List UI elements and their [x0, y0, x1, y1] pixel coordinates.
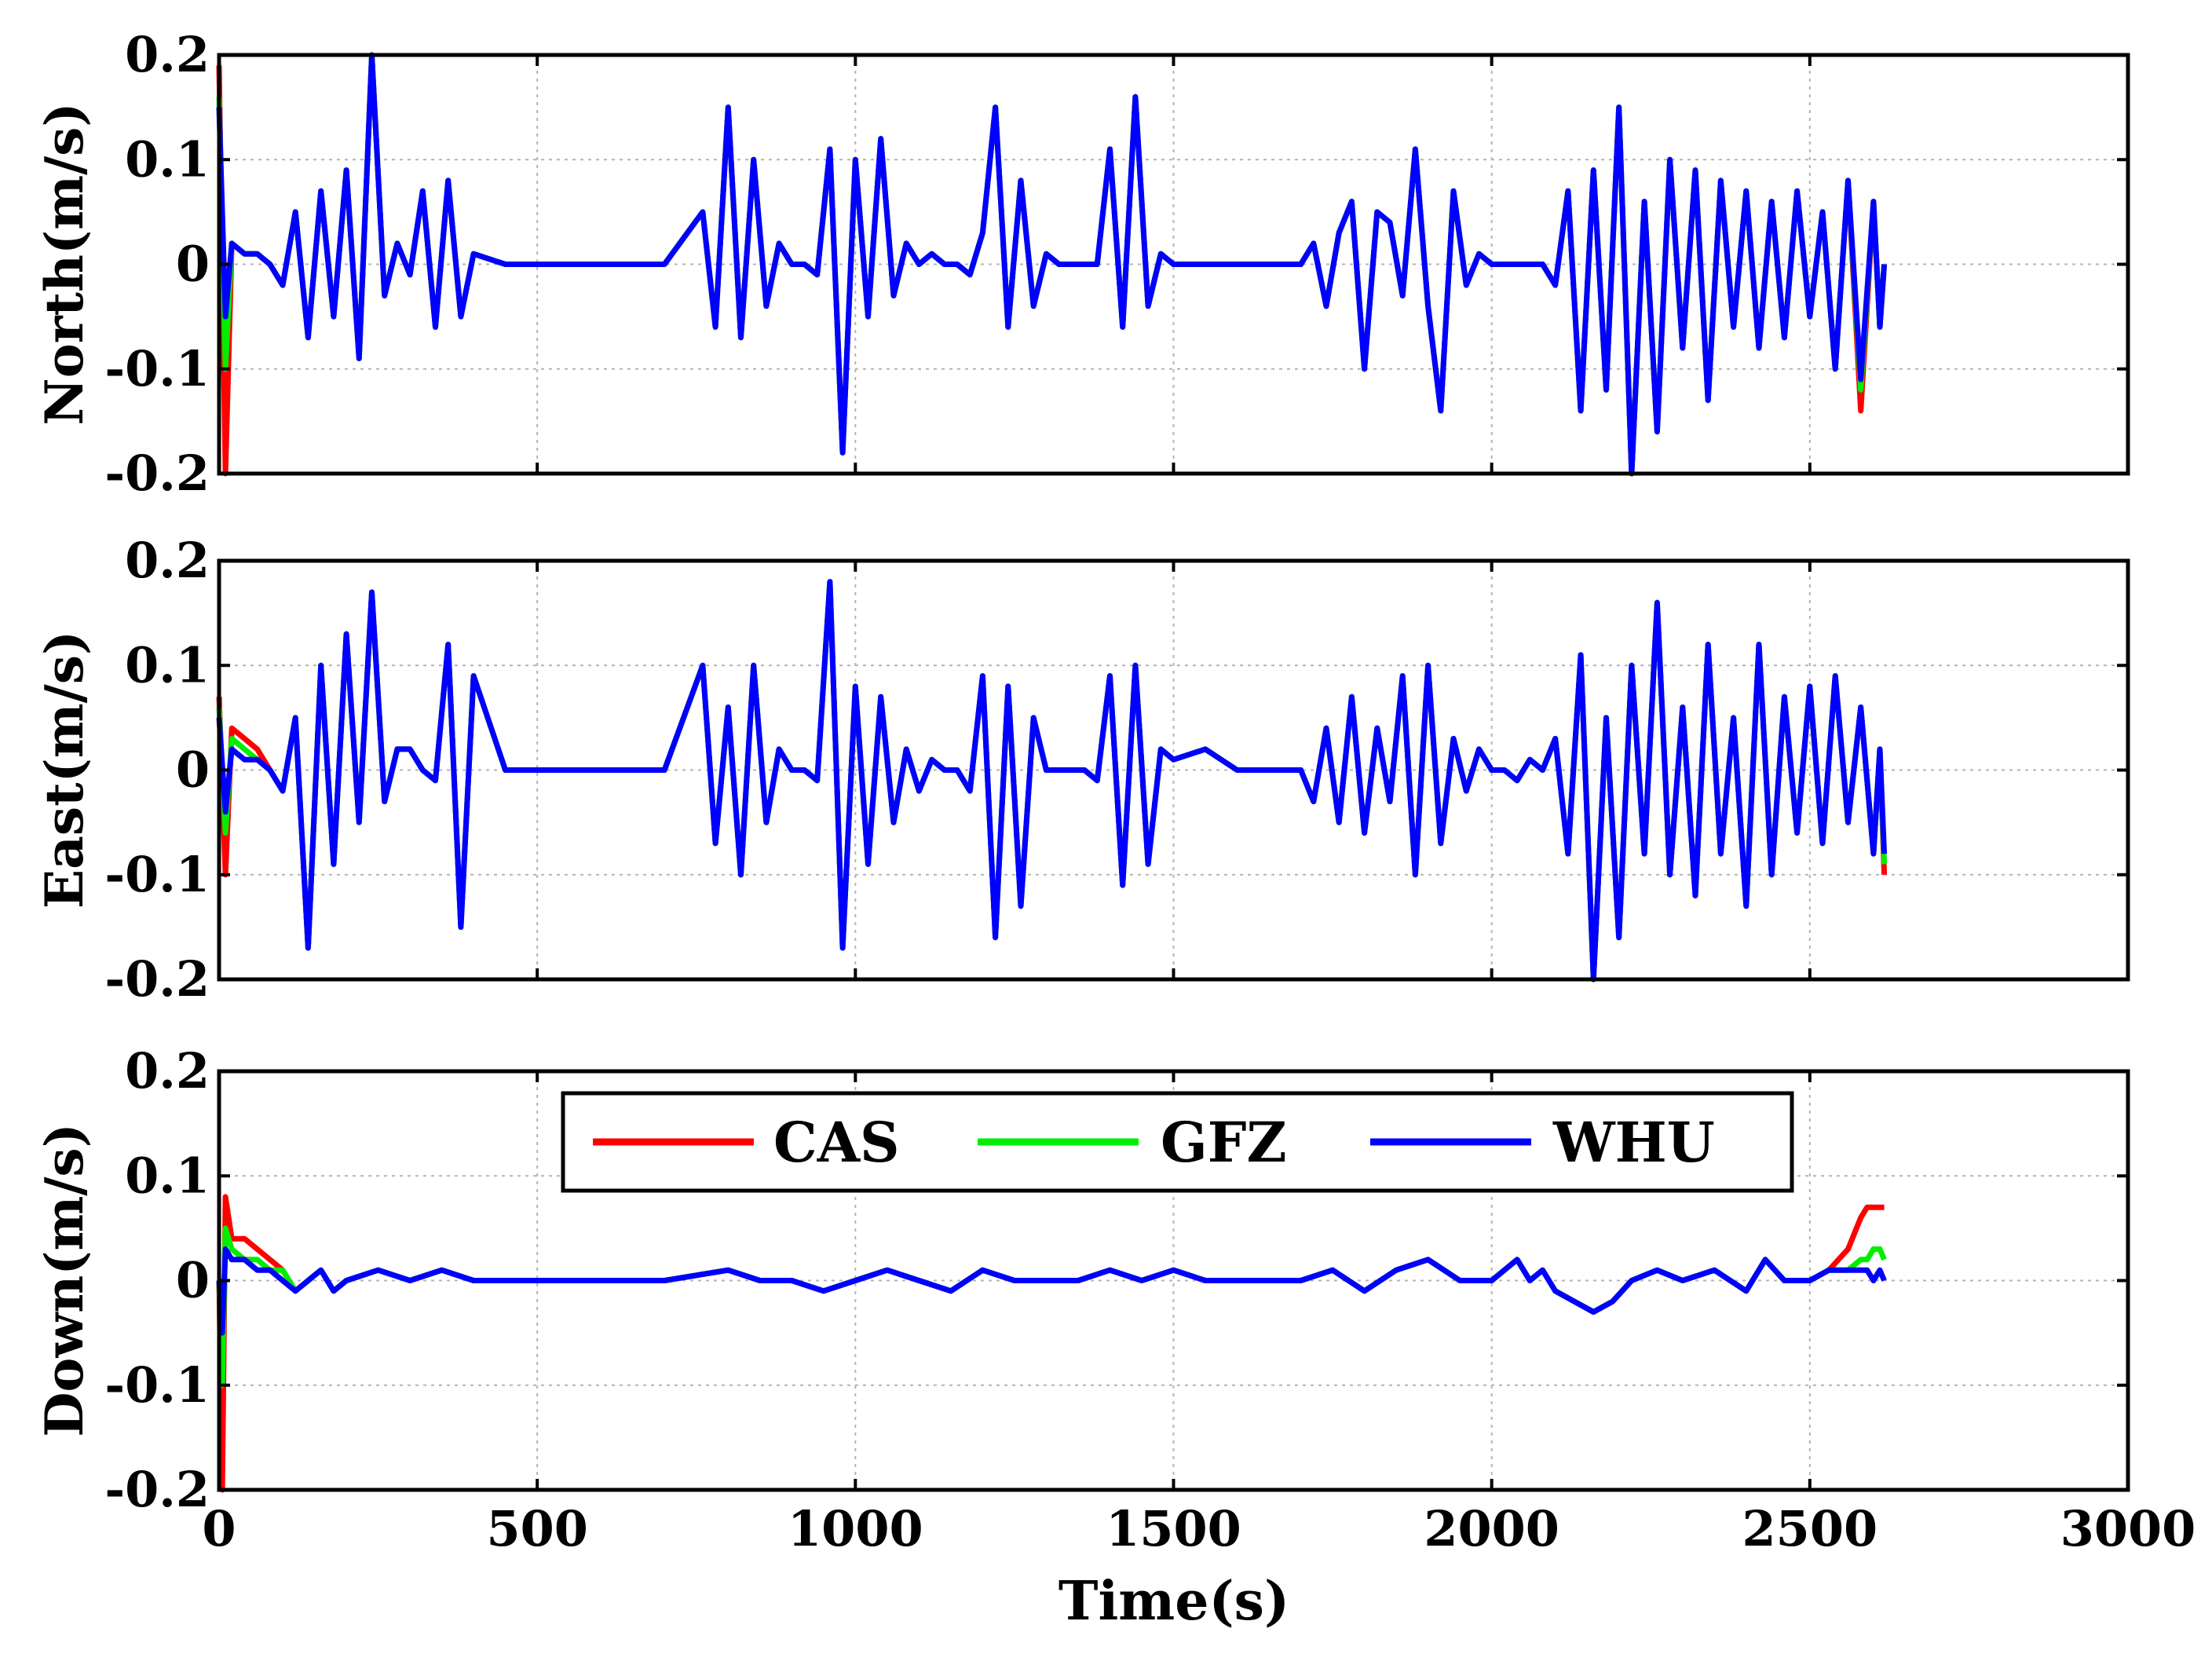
east-panel: 0.2 0.1 0 -0.1 -0.2 East(m/s) — [34, 532, 2130, 1008]
down-ytick-label: -0.1 — [104, 1356, 210, 1414]
north-ytick-label: 0 — [176, 236, 210, 293]
legend-label-whu: WHU — [1552, 1110, 1715, 1175]
east-ytick-label: -0.1 — [104, 846, 210, 903]
legend: CAS GFZ WHU — [561, 1091, 1794, 1193]
north-y-axis-label: North(m/s) — [34, 102, 95, 425]
north-y-ticks: 0.2 0.1 0 -0.1 -0.2 — [104, 26, 2130, 502]
down-series-whu — [216, 1246, 1887, 1336]
down-ytick-label: 0.1 — [125, 1147, 210, 1204]
down-ytick-label: -0.2 — [104, 1461, 210, 1518]
xtick-label: 3000 — [2060, 1500, 2196, 1557]
east-series-lines — [216, 579, 1888, 983]
north-ytick-label: 0.2 — [125, 26, 210, 83]
north-series-whu — [216, 52, 1888, 477]
down-y-ticks: 0.2 0.1 0 -0.1 -0.2 — [104, 1042, 2130, 1518]
north-ytick-label: 0.1 — [125, 130, 210, 188]
east-y-axis-label: East(m/s) — [34, 631, 95, 909]
down-ytick-label: 0.2 — [125, 1042, 210, 1100]
xtick-label: 1000 — [788, 1500, 923, 1557]
xtick-label: 0 — [202, 1500, 236, 1557]
north-ytick-label: -0.2 — [104, 445, 210, 502]
east-y-ticks: 0.2 0.1 0 -0.1 -0.2 — [104, 532, 2130, 1008]
legend-label-gfz: GFZ — [1161, 1110, 1287, 1175]
north-ytick-label: -0.1 — [104, 340, 210, 397]
down-series-lines — [216, 1194, 1887, 1493]
north-panel: 0.2 0.1 0 -0.1 -0.2 North(m/s) — [34, 26, 2130, 502]
down-ytick-label: 0 — [176, 1252, 210, 1309]
east-ytick-label: 0.1 — [125, 636, 210, 693]
xtick-label: 2000 — [1424, 1500, 1559, 1557]
east-series-whu — [216, 579, 1888, 983]
xtick-label: 500 — [486, 1500, 587, 1557]
down-y-axis-label: Down(m/s) — [34, 1123, 95, 1437]
east-ytick-label: -0.2 — [104, 950, 210, 1008]
east-ytick-label: 0 — [176, 741, 210, 799]
down-panel: 0.2 0.1 0 -0.1 -0.2 0 500 1000 1500 2000 2500 3000… — [34, 1042, 2196, 1633]
east-ytick-label: 0.2 — [125, 532, 210, 589]
north-series-lines — [216, 52, 1888, 477]
x-ticks: 0 500 1000 1500 2000 2500 3000 — [202, 1500, 2196, 1557]
xtick-label: 1500 — [1106, 1500, 1241, 1557]
legend-label-cas: CAS — [773, 1110, 900, 1175]
x-axis-label: Time(s) — [1058, 1570, 1289, 1633]
xtick-label: 2500 — [1742, 1500, 1878, 1557]
legend-box — [561, 1091, 1794, 1193]
